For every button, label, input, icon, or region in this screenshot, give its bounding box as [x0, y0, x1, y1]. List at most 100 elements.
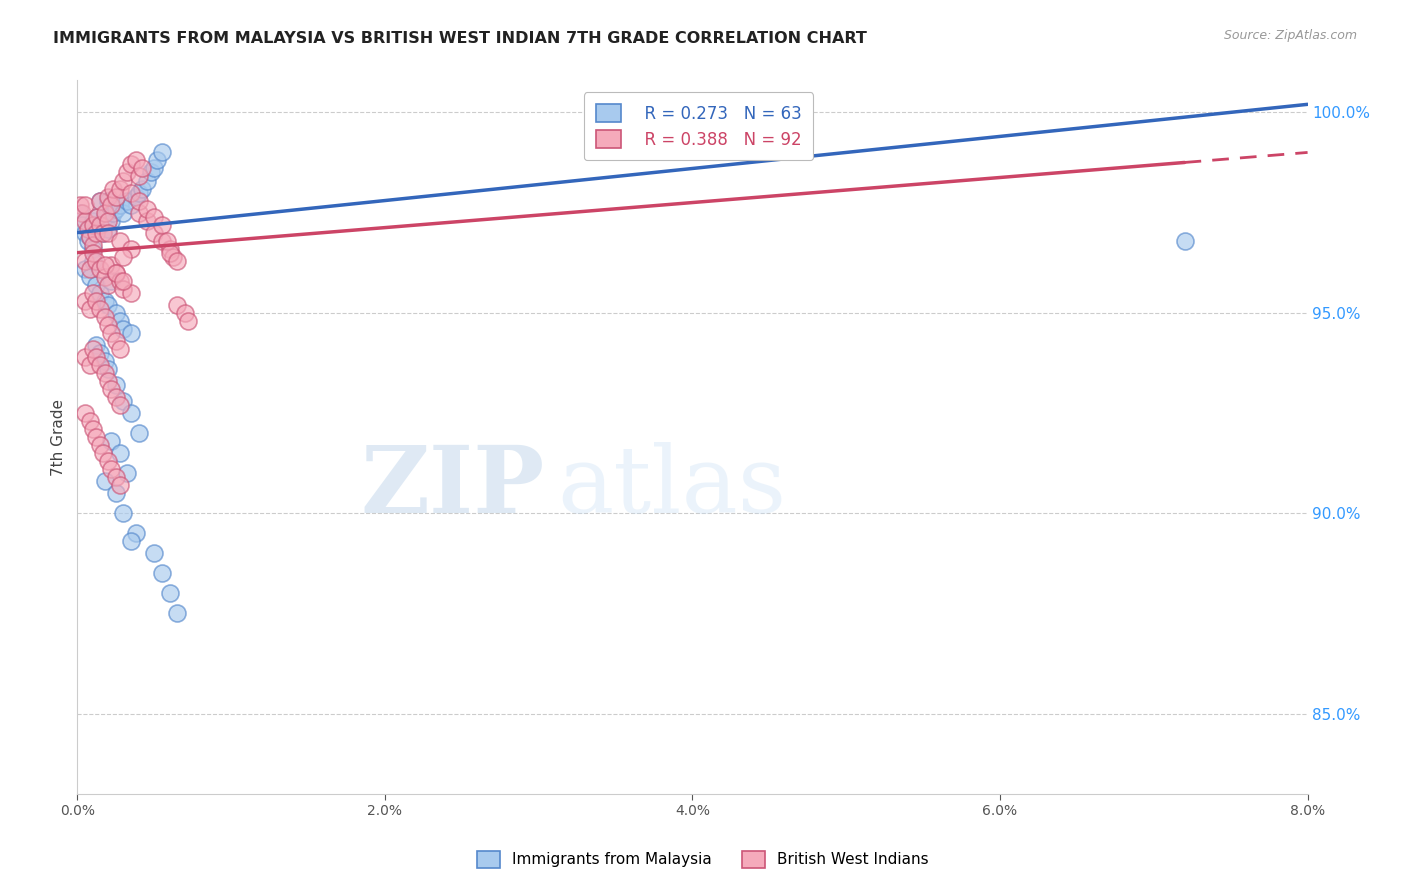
Point: [101, 181, 124, 195]
Point: [104, 378, 127, 392]
Point: [82, 342, 104, 356]
Point: [84, 338, 107, 352]
Point: [70, 205, 93, 219]
Point: [135, 173, 157, 187]
Point: [104, 470, 127, 484]
Point: [94, 310, 117, 324]
Point: [84, 293, 107, 308]
Point: [73, 226, 96, 240]
Point: [128, 186, 150, 200]
Point: [112, 173, 135, 187]
Point: [100, 258, 122, 272]
Point: [110, 234, 132, 248]
Point: [150, 218, 173, 232]
Point: [82, 237, 104, 252]
Point: [128, 169, 150, 184]
Point: [131, 181, 153, 195]
Point: [120, 197, 142, 211]
Point: [94, 205, 117, 219]
Point: [166, 298, 188, 312]
Point: [110, 274, 132, 288]
Point: [97, 362, 120, 376]
Point: [89, 218, 111, 232]
Point: [120, 534, 142, 549]
Point: [69, 197, 91, 211]
Point: [73, 253, 96, 268]
Point: [143, 210, 166, 224]
Point: [84, 226, 107, 240]
Point: [97, 318, 120, 332]
Point: [120, 186, 142, 200]
Point: [143, 546, 166, 560]
Point: [73, 213, 96, 227]
Point: [73, 197, 96, 211]
Point: [79, 229, 101, 244]
Point: [143, 161, 166, 176]
Point: [89, 218, 111, 232]
Point: [159, 586, 181, 600]
Point: [94, 293, 117, 308]
Point: [150, 566, 173, 581]
Point: [112, 274, 135, 288]
Point: [86, 210, 108, 224]
Point: [97, 454, 120, 468]
Point: [112, 250, 135, 264]
Point: [104, 390, 127, 404]
Point: [97, 374, 120, 388]
Point: [125, 153, 148, 168]
Point: [84, 253, 107, 268]
Point: [115, 466, 138, 480]
Text: atlas: atlas: [557, 442, 786, 532]
Point: [73, 261, 96, 276]
Point: [94, 269, 117, 284]
Point: [120, 242, 142, 256]
Point: [84, 430, 107, 444]
Point: [128, 426, 150, 441]
Point: [89, 438, 111, 452]
Text: IMMIGRANTS FROM MALAYSIA VS BRITISH WEST INDIAN 7TH GRADE CORRELATION CHART: IMMIGRANTS FROM MALAYSIA VS BRITISH WEST…: [53, 31, 868, 46]
Point: [97, 213, 120, 227]
Point: [166, 607, 188, 621]
Legend:   R = 0.273   N = 63,   R = 0.388   N = 92: R = 0.273 N = 63, R = 0.388 N = 92: [583, 92, 813, 161]
Point: [94, 474, 117, 488]
Point: [104, 266, 127, 280]
Point: [110, 342, 132, 356]
Point: [110, 398, 132, 412]
Point: [97, 226, 120, 240]
Point: [128, 205, 150, 219]
Point: [82, 218, 104, 232]
Point: [131, 161, 153, 176]
Point: [174, 306, 197, 320]
Point: [100, 274, 122, 288]
Point: [120, 406, 142, 420]
Point: [82, 285, 104, 300]
Point: [112, 205, 135, 219]
Point: [110, 446, 132, 460]
Point: [120, 285, 142, 300]
Point: [89, 261, 111, 276]
Point: [93, 226, 115, 240]
Point: [73, 350, 96, 364]
Point: [115, 194, 138, 208]
Point: [150, 145, 173, 160]
Point: [143, 226, 166, 240]
Point: [100, 213, 122, 227]
Point: [155, 234, 177, 248]
Point: [162, 250, 184, 264]
Point: [120, 157, 142, 171]
Point: [125, 189, 148, 203]
Point: [101, 205, 124, 219]
Text: ZIP: ZIP: [360, 442, 546, 532]
Point: [79, 358, 101, 372]
Point: [128, 194, 150, 208]
Point: [89, 358, 111, 372]
Point: [159, 242, 181, 256]
Point: [112, 282, 135, 296]
Point: [110, 314, 132, 328]
Point: [82, 242, 104, 256]
Point: [112, 322, 135, 336]
Point: [112, 394, 135, 409]
Point: [100, 326, 122, 340]
Point: [104, 189, 127, 203]
Point: [94, 210, 117, 224]
